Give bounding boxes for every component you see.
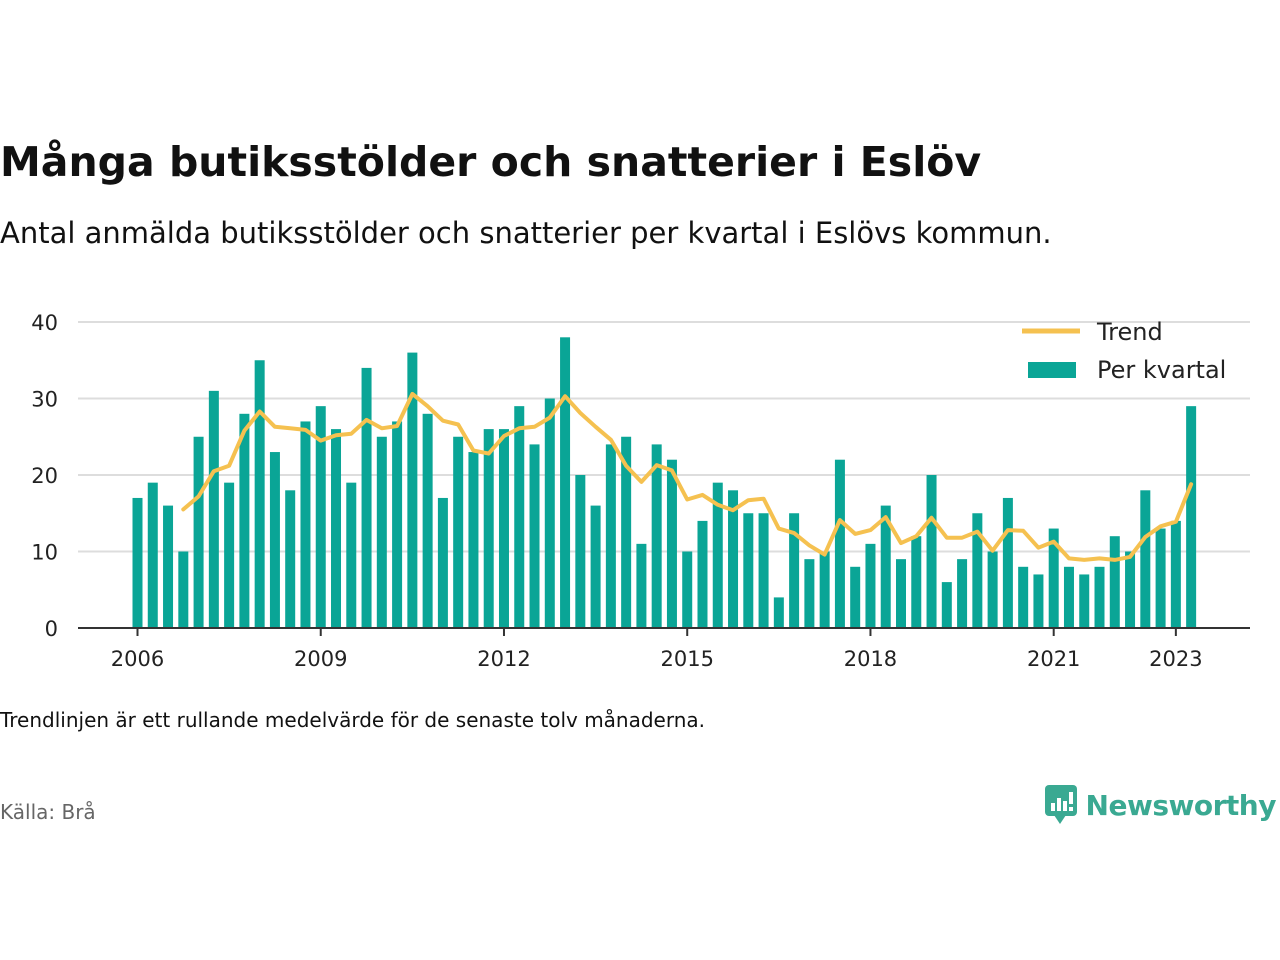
bar <box>911 536 922 628</box>
legend: Trend Per kvartal <box>1022 318 1226 384</box>
bar <box>163 505 174 628</box>
bar <box>132 497 143 628</box>
y-tick-label: 0 <box>45 617 58 641</box>
bar-series <box>132 337 1197 628</box>
bar <box>560 337 571 628</box>
bar <box>1094 566 1105 628</box>
chart-subtitle: Antal anmälda butiksstölder och snatteri… <box>0 216 1052 250</box>
bar <box>1048 528 1059 628</box>
bar <box>285 490 296 628</box>
source-credit: Källa: Brå <box>0 800 96 824</box>
bar <box>1063 566 1074 628</box>
bar <box>254 360 265 628</box>
bar <box>239 413 250 628</box>
x-tick-label: 2021 <box>1027 647 1080 671</box>
bar <box>1109 536 1120 628</box>
axes: 0 10 20 30 40 2006 2009 2012 2015 2018 2021 2023 <box>31 311 1250 671</box>
trend-series <box>181 391 1194 562</box>
bar <box>269 452 280 628</box>
bar <box>651 444 662 628</box>
legend-trend-label: Trend <box>1096 318 1163 346</box>
bar <box>682 551 693 628</box>
x-tick-label: 2015 <box>660 647 713 671</box>
bar <box>224 482 235 628</box>
bar <box>1186 406 1197 628</box>
bar <box>773 597 784 628</box>
bar <box>346 482 357 628</box>
bar <box>178 551 189 628</box>
bar <box>697 520 708 628</box>
y-tick-label: 40 <box>31 311 58 335</box>
x-tick-label: 2023 <box>1149 647 1202 671</box>
bar <box>865 543 876 628</box>
bar <box>1033 574 1044 628</box>
bar <box>407 352 418 628</box>
bar <box>758 513 769 628</box>
bar <box>1140 490 1151 628</box>
bar <box>483 429 494 628</box>
bar <box>621 436 632 628</box>
bar <box>193 436 204 628</box>
grid-lines <box>78 321 1250 553</box>
x-tick-label: 2006 <box>111 647 164 671</box>
chart: 0 10 20 30 40 2006 2009 2012 2015 2018 2021 2023 Tr… <box>31 311 1250 671</box>
newsworthy-logo-icon <box>1044 785 1077 824</box>
bar <box>331 429 342 628</box>
bar <box>1018 566 1029 628</box>
legend-bars-label: Per kvartal <box>1097 356 1226 384</box>
x-tick-label: 2018 <box>844 647 897 671</box>
newsworthy-logo-text: Newsworthy <box>1085 788 1277 822</box>
bar <box>926 475 937 628</box>
bar <box>941 582 952 628</box>
bar <box>361 367 372 628</box>
bar <box>850 566 861 628</box>
y-tick-label: 20 <box>31 464 58 488</box>
x-tick-label: 2009 <box>294 647 347 671</box>
bar <box>468 452 479 628</box>
bar <box>376 436 387 628</box>
bar <box>437 497 448 628</box>
bar <box>1170 520 1181 628</box>
bar <box>575 475 586 628</box>
bar <box>422 413 433 628</box>
bar <box>972 513 983 628</box>
bar <box>315 406 326 628</box>
bar <box>834 459 845 628</box>
bar <box>498 429 509 628</box>
bar <box>605 444 616 628</box>
bar <box>514 406 525 628</box>
bar <box>208 390 219 628</box>
bar <box>896 559 906 628</box>
bar <box>636 543 647 628</box>
bar <box>1125 551 1136 628</box>
newsworthy-logo[interactable]: Newsworthy <box>1044 784 1277 826</box>
bar <box>1079 574 1090 628</box>
bar <box>712 482 723 628</box>
chart-title: Många butiksstölder och snatterier i Esl… <box>0 138 982 186</box>
bar <box>392 421 403 628</box>
bar <box>544 398 555 628</box>
bar <box>804 559 815 628</box>
bar <box>789 513 800 628</box>
bar <box>1002 497 1013 628</box>
bar <box>819 551 830 628</box>
y-tick-label: 10 <box>31 541 58 565</box>
bar <box>147 482 158 628</box>
bar <box>743 513 754 628</box>
bar <box>666 459 677 628</box>
bar <box>300 421 311 628</box>
bar <box>728 490 739 628</box>
trend-line <box>181 391 1194 562</box>
bar <box>529 444 540 628</box>
bar <box>590 505 601 628</box>
x-tick-label: 2012 <box>477 647 530 671</box>
chart-note: Trendlinjen är ett rullande medelvärde f… <box>0 708 706 732</box>
bar <box>1155 528 1166 628</box>
bar <box>987 551 998 628</box>
bar <box>453 436 464 628</box>
bar <box>957 559 968 628</box>
legend-bars-swatch <box>1028 362 1076 378</box>
bar <box>880 505 891 628</box>
y-tick-label: 30 <box>31 388 58 412</box>
